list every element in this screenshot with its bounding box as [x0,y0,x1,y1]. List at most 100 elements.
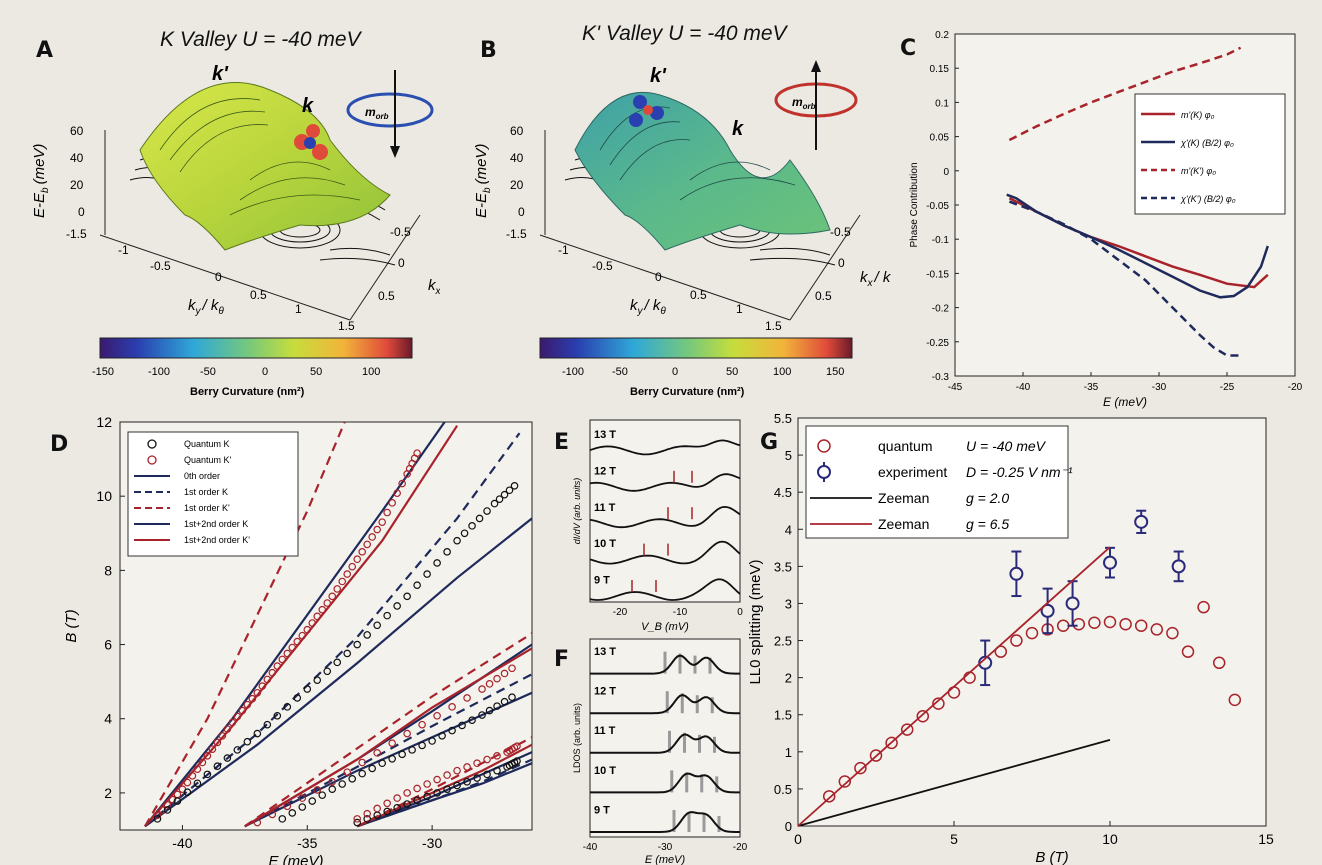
data-point [493,766,501,775]
x-axis-label: kx/ k [428,277,440,297]
data-point [473,759,481,768]
x-tick-label: -40 [1016,382,1031,393]
data-point [218,731,227,740]
series-line [356,762,533,828]
data-point [453,766,461,775]
legend-param: U = -40 meV [966,438,1047,454]
data-point [383,611,391,620]
data-point [443,548,451,556]
k-label: k [302,95,314,117]
data-point [508,664,516,673]
y-tick: 0.5 [250,288,267,302]
quantum-point [854,761,867,775]
y-tick-label: 4.5 [774,485,792,500]
experiment-point [1009,566,1024,581]
data-point [248,694,257,703]
quantum-point [1228,693,1242,707]
data-point [318,791,327,799]
data-point [460,529,469,538]
quantum-point [932,697,945,710]
x-tick-label: -20 [733,842,748,853]
panel-f-chart: 13 T 12 T 11 T 10 T 9 T -40 -30 -20 E (meV) LDOS … [572,638,748,865]
data-point [278,655,287,664]
data-point [308,797,317,805]
y-tick: 1.5 [338,319,355,333]
kprime-hotspot-red [643,105,653,115]
series-line [1008,46,1242,142]
orbital-moment-circulation-icon [346,92,434,128]
quantum-point [1088,616,1101,629]
data-point [358,758,367,767]
data-point [268,668,277,677]
experiment-point [1171,559,1186,574]
didv-trace [589,578,741,601]
y-axis-label: dI/dV (arb. units) [572,478,582,545]
x-axis-line [349,214,421,321]
ldos-trace [590,733,740,754]
data-point [383,508,391,517]
data-point [413,784,421,793]
colorbar-tick: -150 [92,366,114,378]
data-point [378,518,386,526]
legend-swatch [817,439,831,453]
energy-surface [574,91,831,251]
legend-label: Zeeman [878,516,929,532]
data-point [183,778,192,787]
data-point [293,637,302,646]
y-axis-label: ky / kθ [188,297,224,317]
legend-label: m'(K') φ₀ [1181,166,1216,176]
x-tick-label: -30 [658,842,673,853]
quantum-point [916,709,930,723]
trace-label: 10 T [594,765,616,777]
z-tick: 60 [70,124,84,138]
series-line [1006,193,1269,299]
data-point [388,499,396,507]
data-point [298,631,307,640]
y-tick-label: 4 [785,522,792,537]
x-tick-label: 10 [1102,831,1118,847]
panel-b-surface-plot: 60 40 20 0 -1.5 -1 -0.5 0 0.5 1 1.5 -0.5… [473,60,892,398]
y-tick-label: 1 [785,745,792,760]
ldos-trace [590,811,740,833]
data-point [418,720,426,729]
x-tick-label: 0 [737,607,743,618]
data-point [458,721,466,730]
panel-g-label: G [760,430,779,455]
quantum-point [900,723,914,736]
legend-label: χ'(K') (B/2) φ₀ [1180,194,1236,204]
x-tick-label: -30 [1152,382,1167,393]
data-point [368,764,376,773]
x-tick: 0 [838,256,845,270]
data-point [303,685,312,693]
panel-a-surface-plot: 60 40 20 0 -1.5 -1 -0.5 0 0.5 1 1.5 -0.5… [31,63,440,398]
data-point [298,803,307,811]
data-point [485,706,494,715]
data-point [393,794,401,802]
data-point [398,750,406,759]
quantum-point [1119,617,1132,631]
data-point [453,536,461,545]
data-point [163,806,172,814]
y-tick: -1 [118,243,129,257]
quantum-point [994,645,1008,658]
k-label: k [732,118,744,140]
quantum-point [838,775,852,788]
quantum-point [1103,615,1117,629]
data-point [153,811,162,819]
data-point [303,625,312,634]
data-point [323,599,332,607]
x-axis-label: E (meV) [268,853,323,865]
experiment-point [1065,596,1080,611]
data-point [398,479,406,488]
data-point [363,809,372,818]
data-point [363,815,372,823]
y-tick-label: -0.3 [932,372,950,383]
surface-contours [159,98,361,216]
trace-label: 9 T [594,575,610,587]
data-point [403,592,411,601]
data-point [483,755,491,764]
y-tick: -1.5 [506,227,527,241]
z-axis-label: E-Eb(meV) [473,144,493,218]
colorbar-tick: 0 [672,366,678,378]
panel-b: B K' Valley U = -40 meV [460,0,900,410]
